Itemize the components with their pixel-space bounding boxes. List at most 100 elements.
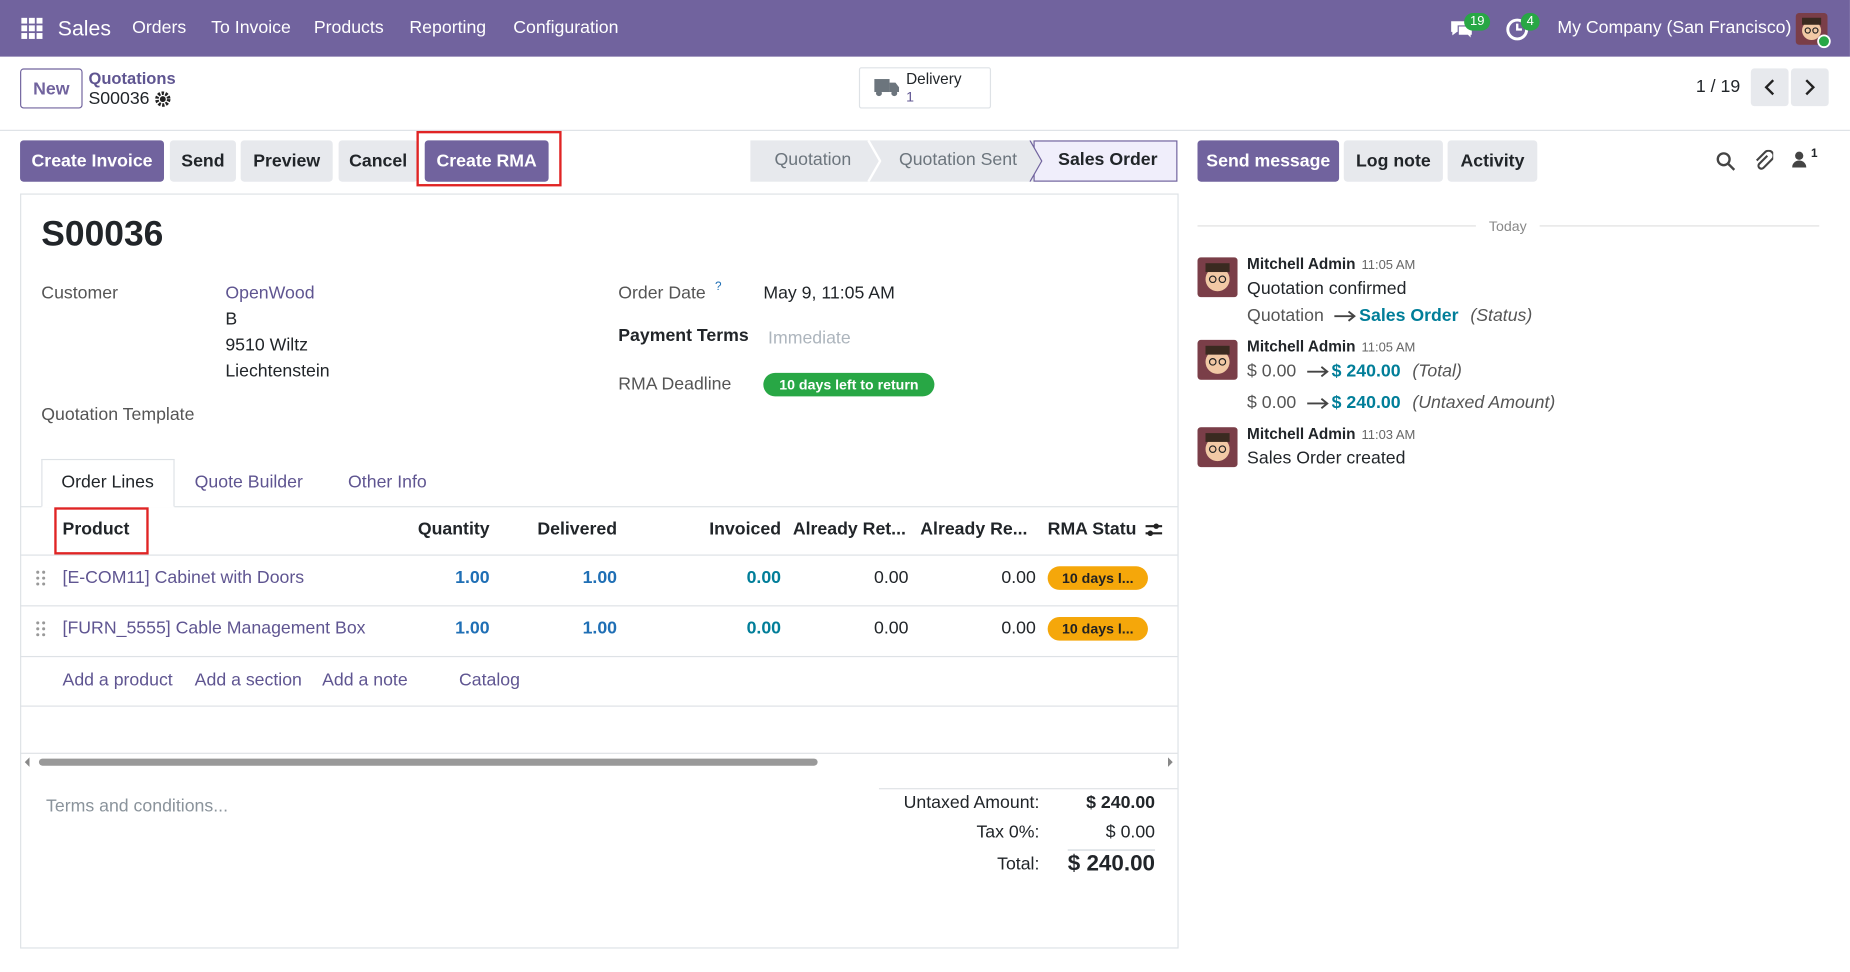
menu-item[interactable]: To Invoice (211, 17, 291, 38)
separator-line (1197, 225, 1476, 227)
quantity: 1.00 (455, 618, 490, 639)
product-name[interactable]: [E-COM11] Cabinet with Doors (62, 567, 305, 588)
status-step[interactable]: Quotation (774, 149, 852, 170)
apps-icon[interactable] (21, 17, 43, 40)
chatter-button[interactable]: Send message (1197, 140, 1340, 182)
already-received: 0.00 (1001, 618, 1036, 639)
pager: 1 / 19 (1695, 76, 1741, 97)
already-returned: 0.00 (873, 618, 909, 639)
column-header[interactable]: Quantity (417, 519, 490, 540)
message-body: Quotation confirmed (1247, 278, 1407, 299)
rma-status-badge: 10 days l... (1047, 566, 1148, 590)
divider (878, 788, 1178, 790)
action-button[interactable]: Preview (240, 140, 333, 182)
menu-item[interactable]: Configuration (513, 17, 619, 38)
drag-handle[interactable] (35, 621, 47, 638)
row-border (20, 705, 1178, 707)
add-line-link[interactable]: Add a note (322, 670, 408, 691)
highlight-box (54, 507, 149, 555)
already-returned: 0.00 (873, 567, 909, 588)
drag-handle[interactable] (35, 570, 47, 587)
search-icon[interactable] (1715, 151, 1736, 171)
gear-icon[interactable] (155, 91, 172, 108)
smart-button[interactable] (858, 67, 992, 109)
total-label: Tax 0%: (976, 822, 1040, 843)
add-line-link[interactable]: Catalog (458, 670, 520, 691)
tab[interactable]: Quote Builder (194, 471, 303, 492)
customer-link[interactable]: OpenWood (225, 283, 315, 304)
tab-active (41, 458, 175, 508)
company-switcher[interactable]: My Company (San Francisco) (1557, 17, 1792, 38)
tab[interactable]: Other Info (348, 471, 427, 492)
new-button[interactable]: New (20, 68, 83, 109)
message-time: 11:05 AM (1361, 340, 1416, 356)
badge: 4 (1520, 12, 1540, 31)
message-author: Mitchell Admin (1247, 424, 1356, 443)
optional-columns-icon[interactable] (1144, 521, 1163, 538)
message-time: 11:05 AM (1361, 258, 1416, 273)
action-button[interactable]: Create RMA (424, 140, 549, 182)
avatar (1197, 339, 1238, 380)
tracking-field: (Total) (1412, 361, 1462, 382)
chatter-button[interactable]: Log note (1343, 140, 1443, 182)
tracking-field: (Untaxed Amount) (1412, 392, 1556, 413)
message-body: Sales Order created (1247, 448, 1406, 469)
arrow-icon (1306, 366, 1329, 378)
address-line: 9510 Wiltz (225, 335, 308, 356)
menu-item[interactable]: Products (313, 17, 384, 38)
delivered: 1.00 (582, 618, 618, 639)
follower-icon[interactable] (1792, 151, 1809, 169)
add-line-link[interactable]: Add a section (194, 670, 302, 691)
message-author: Mitchell Admin (1247, 254, 1356, 273)
action-button[interactable]: Send (169, 140, 236, 182)
breadcrumb[interactable]: Quotations (88, 68, 176, 88)
column-header[interactable]: Delivered (537, 519, 618, 540)
tracking-new: Sales Order (1359, 305, 1459, 326)
field-value: May 9, 11:05 AM (763, 283, 895, 304)
total-value: $ 0.00 (1105, 822, 1156, 843)
separator-line (1539, 225, 1820, 227)
arrow-icon (1334, 310, 1356, 322)
column-header[interactable]: Invoiced (709, 519, 782, 540)
avatar (1197, 427, 1238, 468)
pager-prev[interactable] (1750, 68, 1789, 107)
tab[interactable]: Order Lines (61, 471, 154, 492)
status-active (1033, 140, 1178, 182)
total-value: $ 240.00 (1067, 851, 1156, 877)
status-separator (1029, 140, 1043, 182)
horizontal-scrollbar[interactable] (24, 755, 1174, 769)
pager-next[interactable] (1790, 68, 1829, 107)
tracking-new: $ 240.00 (1331, 361, 1401, 382)
address-line: B (225, 309, 238, 330)
field-placeholder: Immediate (768, 327, 851, 349)
tracking-new: $ 240.00 (1331, 392, 1401, 413)
product-name[interactable]: [FURN_5555] Cable Management Box (62, 618, 366, 639)
status-step[interactable]: Quotation Sent (898, 149, 1018, 170)
record-title: S00036 (41, 214, 164, 254)
column-header[interactable]: Product (62, 519, 130, 540)
address-line: Liechtenstein (225, 361, 330, 382)
field-label: Customer (41, 283, 119, 304)
field-label: Order Date (618, 283, 706, 304)
add-line-link[interactable]: Add a product (62, 670, 173, 691)
row-border (20, 605, 1178, 607)
app-name[interactable]: Sales (57, 16, 111, 41)
follower-count: 1 (1810, 147, 1818, 161)
quantity: 1.00 (455, 567, 490, 588)
total-label: Total: (997, 854, 1040, 875)
invoiced: 0.00 (746, 618, 782, 639)
field-label: Quotation Template (41, 404, 195, 425)
column-header[interactable]: RMA Statu (1047, 519, 1137, 540)
column-header[interactable]: Already Ret... (792, 519, 906, 540)
column-header[interactable]: Already Re... (920, 519, 1028, 540)
action-button[interactable]: Cancel (338, 140, 418, 182)
action-button[interactable]: Create Invoice (20, 140, 164, 182)
attachment-icon[interactable] (1753, 149, 1774, 171)
help-tooltip: ? (714, 280, 722, 294)
chatter-button[interactable]: Activity (1447, 140, 1538, 182)
menu-item[interactable]: Orders (132, 17, 187, 38)
tracking-old: $ 0.00 (1247, 392, 1297, 413)
truck-icon (874, 79, 900, 97)
menu-item[interactable]: Reporting (409, 17, 487, 38)
